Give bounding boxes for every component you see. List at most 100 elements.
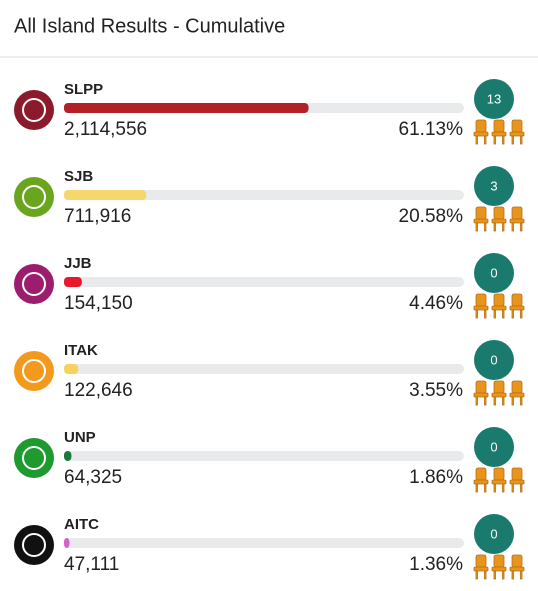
chair-leg [502, 222, 505, 232]
party-emblem [14, 177, 54, 217]
party-name: SLPP [64, 81, 103, 98]
emblem-inner [22, 98, 46, 122]
chair-seat [491, 479, 507, 485]
chair-seat [473, 566, 489, 572]
vote-percent: 4.46% [409, 293, 463, 314]
bar [64, 277, 82, 287]
vote-count: 711,916 [64, 206, 131, 227]
vote-count: 2,114,556 [64, 119, 147, 140]
chair-leg [511, 222, 514, 232]
seat-count: 13 [487, 91, 501, 106]
chair-leg [502, 396, 505, 406]
vote-percent: 1.36% [409, 554, 463, 575]
chair-leg [502, 309, 505, 319]
chair-seat [509, 392, 525, 398]
chair-leg [493, 570, 496, 580]
chair-seat [509, 566, 525, 572]
emblem-inner [22, 272, 46, 296]
seat-icon [509, 119, 525, 145]
seat-badge [474, 253, 514, 293]
chair-leg [502, 483, 505, 493]
chair-leg [520, 396, 523, 406]
seat-icon [473, 554, 489, 580]
chair-seat [491, 392, 507, 398]
widget-title: All Island Results - Cumulative [14, 15, 285, 37]
vote-count: 122,646 [64, 380, 133, 401]
vote-count: 154,150 [64, 293, 133, 314]
seat-icon [473, 380, 489, 406]
chair-leg [493, 222, 496, 232]
party-name: UNP [64, 429, 96, 446]
chair-leg [520, 309, 523, 319]
chair-leg [520, 570, 523, 580]
chair-leg [475, 309, 478, 319]
chair-back [511, 119, 523, 133]
chair-seat [473, 218, 489, 224]
party-emblem [14, 264, 54, 304]
chair-leg [511, 570, 514, 580]
chair-leg [520, 135, 523, 145]
vote-percent: 3.55% [409, 380, 463, 401]
chair-leg [511, 396, 514, 406]
vote-count: 47,111 [64, 554, 119, 575]
chair-back [475, 119, 487, 133]
seat-icon [473, 293, 489, 319]
chair-seat [509, 479, 525, 485]
chair-leg [484, 222, 487, 232]
chair-back [511, 467, 523, 481]
party-name: JJB [64, 255, 92, 272]
seat-icon [491, 119, 507, 145]
chair-leg [493, 135, 496, 145]
party-name: SJB [64, 168, 93, 185]
bar-track [64, 451, 464, 461]
chair-leg [520, 222, 523, 232]
chair-leg [484, 396, 487, 406]
emblem-inner [22, 446, 46, 470]
emblem-inner [22, 533, 46, 557]
party-name: AITC [64, 516, 99, 533]
seat-icon [509, 293, 525, 319]
seat-badge [474, 166, 514, 206]
chair-seat [473, 305, 489, 311]
seat-badge [474, 427, 514, 467]
seat-icon [491, 554, 507, 580]
vote-percent: 1.86% [409, 467, 463, 488]
party-emblem [14, 525, 54, 565]
chair-seat [491, 566, 507, 572]
party-name: ITAK [64, 342, 98, 359]
bar-track [64, 364, 464, 374]
chair-leg [493, 309, 496, 319]
seat-icon [491, 467, 507, 493]
emblem-inner [22, 185, 46, 209]
seat-badge [474, 514, 514, 554]
seat-icon [509, 380, 525, 406]
chair-leg [475, 396, 478, 406]
seat-icon [491, 380, 507, 406]
bar [64, 103, 309, 113]
chair-leg [511, 483, 514, 493]
chair-back [475, 380, 487, 394]
chair-back [511, 380, 523, 394]
chair-back [511, 293, 523, 307]
bar [64, 364, 79, 374]
party-emblem [14, 90, 54, 130]
seat-icon [473, 206, 489, 232]
chair-leg [484, 135, 487, 145]
chair-leg [493, 396, 496, 406]
seat-icon [491, 293, 507, 319]
chair-seat [491, 218, 507, 224]
seat-count: 0 [490, 265, 497, 280]
chair-back [493, 293, 505, 307]
seat-badge [474, 79, 514, 119]
seat-icon [509, 206, 525, 232]
chair-leg [502, 135, 505, 145]
seat-icon [473, 119, 489, 145]
chair-back [493, 119, 505, 133]
bar-track [64, 190, 464, 200]
chair-seat [473, 392, 489, 398]
seat-icon [509, 467, 525, 493]
vote-count: 64,325 [64, 467, 122, 488]
chair-leg [493, 483, 496, 493]
chair-leg [484, 309, 487, 319]
